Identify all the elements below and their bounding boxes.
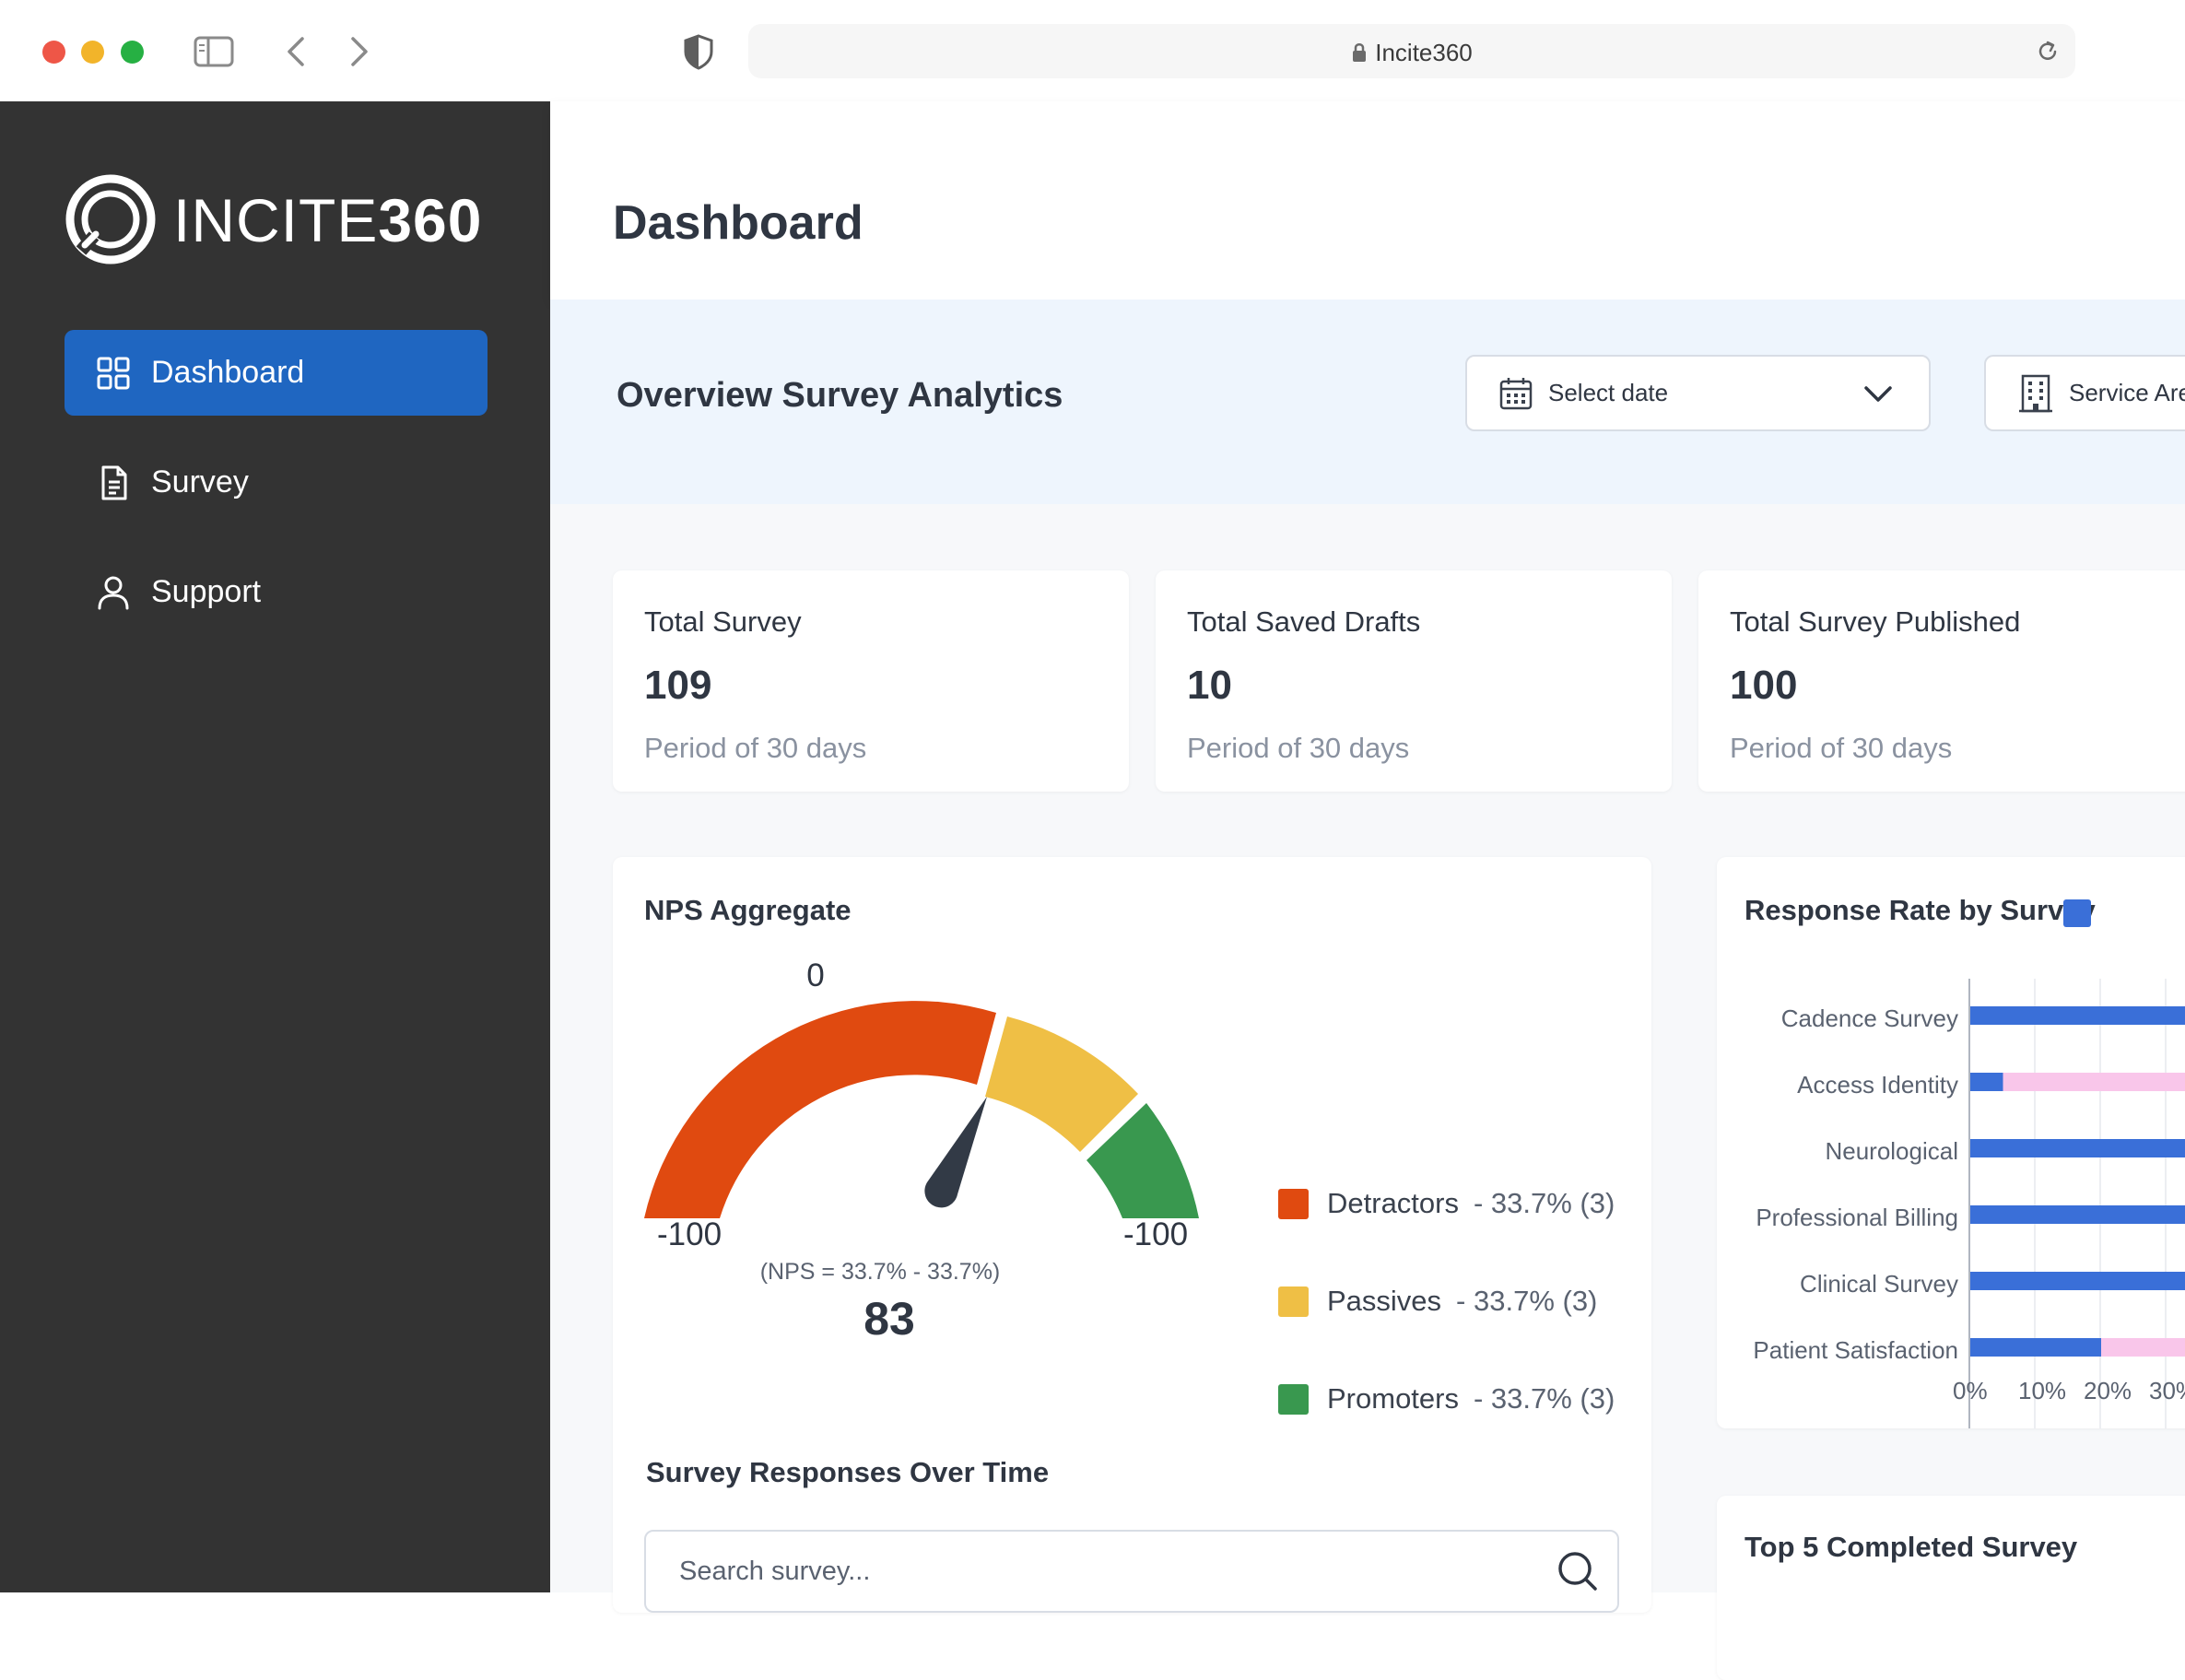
legend-swatch — [1278, 1189, 1309, 1219]
search-icon[interactable] — [1557, 1550, 1599, 1592]
rr-bar — [1970, 1073, 2003, 1091]
url-value: Incite360 — [1375, 39, 1473, 66]
user-icon — [96, 574, 131, 611]
gauge-segment-passives — [985, 1016, 1138, 1152]
legend-swatch — [1278, 1384, 1309, 1415]
browser-toolbar: Incite360 — [0, 0, 2185, 101]
stat-value: 109 — [644, 663, 711, 709]
legend-value: - 33.7% (3) — [1474, 1382, 1615, 1416]
lock-icon — [1351, 41, 1368, 64]
response-rate-chart — [1717, 857, 2185, 1428]
legend-detractors: Detractors - 33.7% (3) — [1278, 1187, 1615, 1220]
rr-bar — [1970, 1205, 2185, 1224]
page-title: Dashboard — [613, 195, 863, 251]
stat-card-saved-drafts: Total Saved Drafts 10 Period of 30 days — [1156, 570, 1672, 792]
url-text: Incite360 — [748, 39, 2075, 67]
rr-bar — [1970, 1006, 2185, 1025]
legend-label: Promoters — [1327, 1382, 1459, 1416]
stat-card-survey-published: Total Survey Published 100 Period of 30 … — [1698, 570, 2185, 792]
minimize-window-button[interactable] — [81, 41, 104, 64]
rr-x-tick: 30% — [2149, 1377, 2185, 1405]
document-icon — [96, 464, 131, 501]
legend-promoters: Promoters - 33.7% (3) — [1278, 1382, 1615, 1416]
rr-x-tick: 10% — [2018, 1377, 2066, 1405]
page-header: Dashboard — [550, 101, 2185, 300]
nps-aggregate-card: NPS Aggregate 0 -100 -100 (NPS = 33.7% -… — [613, 857, 1651, 1613]
stat-period: Period of 30 days — [644, 732, 866, 765]
stat-period: Period of 30 days — [1187, 732, 1409, 765]
top5-completed-card: Top 5 Completed Survey — [1717, 1496, 2185, 1680]
gauge-label-top: 0 — [797, 957, 834, 994]
sidebar-item-survey[interactable]: Survey — [65, 440, 488, 525]
survey-responses-title: Survey Responses Over Time — [646, 1456, 1049, 1489]
stat-label: Total Survey — [644, 605, 802, 639]
maximize-window-button[interactable] — [121, 41, 144, 64]
browser-window: Incite360 INCITE360 — [0, 0, 2185, 1592]
incite360-logo[interactable]: INCITE360 — [61, 171, 482, 269]
service-area-select[interactable]: Service Are — [1984, 355, 2185, 431]
grid-icon — [96, 356, 131, 391]
shield-icon[interactable] — [682, 33, 715, 70]
legend-value: - 33.7% (3) — [1474, 1187, 1615, 1220]
address-bar[interactable]: Incite360 — [748, 24, 2075, 78]
legend-label: Detractors — [1327, 1187, 1459, 1220]
stat-label: Total Saved Drafts — [1187, 605, 1420, 639]
nps-gauge — [640, 995, 1212, 1226]
gauge-needle — [924, 1097, 987, 1207]
stat-card-total-survey: Total Survey 109 Period of 30 days — [613, 570, 1129, 792]
chevron-down-icon — [1862, 384, 1894, 405]
legend-passives: Passives - 33.7% (3) — [1278, 1285, 1597, 1318]
sidebar-item-support[interactable]: Support — [65, 549, 488, 635]
search-survey-input[interactable]: Search survey... — [644, 1530, 1619, 1613]
response-rate-card: Response Rate by Survey Cadence Survey A… — [1717, 857, 2185, 1428]
rr-bar — [1970, 1338, 2101, 1357]
legend-label: Passives — [1327, 1285, 1441, 1318]
main-content: Dashboard Overview Survey Analytics Sele… — [550, 101, 2185, 1592]
search-placeholder: Search survey... — [679, 1557, 870, 1586]
back-arrow-icon[interactable] — [282, 35, 310, 68]
reload-icon[interactable] — [2035, 39, 2061, 65]
stat-period: Period of 30 days — [1730, 732, 1952, 765]
sidebar-item-label: Support — [151, 574, 261, 610]
stat-value: 10 — [1187, 663, 1232, 709]
service-area-select-value: Service Are — [2069, 379, 2185, 407]
logo-mark-icon — [61, 171, 160, 269]
date-select-value: Select date — [1548, 379, 1668, 407]
logo-text-light: INCITE — [173, 186, 378, 254]
stat-label: Total Survey Published — [1730, 605, 2020, 639]
forward-arrow-icon[interactable] — [346, 35, 373, 68]
logo-text: INCITE360 — [173, 185, 482, 255]
nps-formula: (NPS = 33.7% - 33.7%) — [723, 1259, 1037, 1286]
rr-bar — [1970, 1272, 2185, 1290]
rr-x-tick: 0% — [1953, 1377, 1988, 1405]
close-window-button[interactable] — [42, 41, 65, 64]
overview-title: Overview Survey Analytics — [617, 376, 1063, 416]
nps-score: 83 — [751, 1292, 1028, 1345]
calendar-icon — [1498, 376, 1533, 411]
gauge-label-right: -100 — [1123, 1216, 1188, 1253]
stat-value: 100 — [1730, 663, 1797, 709]
sidebar-item-label: Dashboard — [151, 355, 304, 391]
legend-value: - 33.7% (3) — [1456, 1285, 1597, 1318]
gauge-label-left: -100 — [657, 1216, 722, 1253]
rr-x-tick: 20% — [2084, 1377, 2132, 1405]
top5-title: Top 5 Completed Survey — [1744, 1531, 2077, 1564]
overview-bar: Overview Survey Analytics Select date — [550, 300, 2185, 504]
rr-bar — [2101, 1338, 2185, 1357]
nps-title: NPS Aggregate — [644, 894, 852, 927]
building-icon — [2017, 373, 2054, 414]
sidebar: INCITE360 Dashboard Survey — [0, 101, 550, 1592]
sidebar-item-dashboard[interactable]: Dashboard — [65, 330, 488, 416]
logo-text-bold: 360 — [378, 186, 482, 254]
sidebar-toggle-icon[interactable] — [194, 35, 234, 68]
date-select[interactable]: Select date — [1465, 355, 1931, 431]
sidebar-item-label: Survey — [151, 464, 249, 500]
legend-swatch — [1278, 1286, 1309, 1317]
rr-bar — [1970, 1139, 2185, 1157]
rr-bar — [2003, 1073, 2185, 1091]
